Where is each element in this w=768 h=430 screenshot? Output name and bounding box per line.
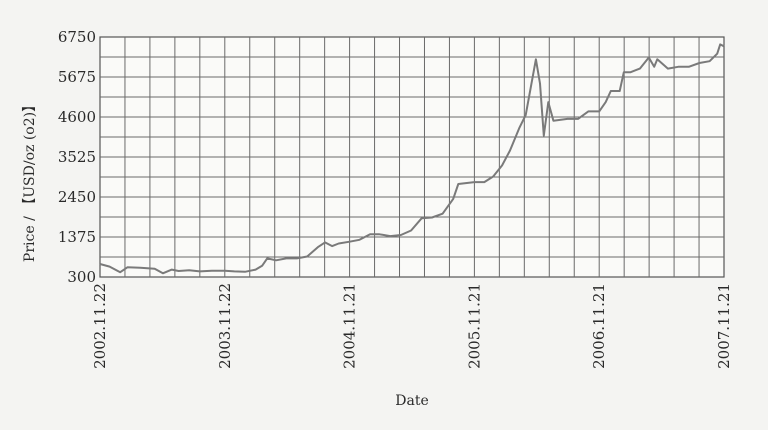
x-tick-label: 2002.11.22 xyxy=(91,283,109,369)
y-tick-label: 1375 xyxy=(58,228,96,246)
x-tick-label: 2006.11.21 xyxy=(590,283,608,369)
y-tick-label: 5675 xyxy=(58,68,96,86)
y-tick-label: 3525 xyxy=(58,148,96,166)
y-tick-label: 300 xyxy=(67,268,96,286)
y-tick-label: 4600 xyxy=(58,108,96,126)
x-axis-title: Date xyxy=(395,393,428,409)
y-tick-label: 6750 xyxy=(58,28,96,46)
grid xyxy=(100,37,724,277)
x-tick-label: 2004.11.21 xyxy=(341,283,359,369)
y-axis-ticks: 300 1375 2450 3525 4600 5675 6750 xyxy=(58,28,96,286)
x-tick-label: 2003.11.22 xyxy=(216,283,234,369)
y-axis-title: Price / 【USD/oz (o2)】 xyxy=(22,98,38,262)
x-axis-ticks: 2002.11.22 2003.11.22 2004.11.21 2005.11.21… xyxy=(91,283,733,369)
series-line xyxy=(99,43,725,275)
x-tick-label: 2005.11.21 xyxy=(465,283,483,369)
x-tick-label: 2007.11.21 xyxy=(715,283,733,369)
y-tick-label: 2450 xyxy=(58,188,96,206)
series-layer xyxy=(99,43,725,275)
